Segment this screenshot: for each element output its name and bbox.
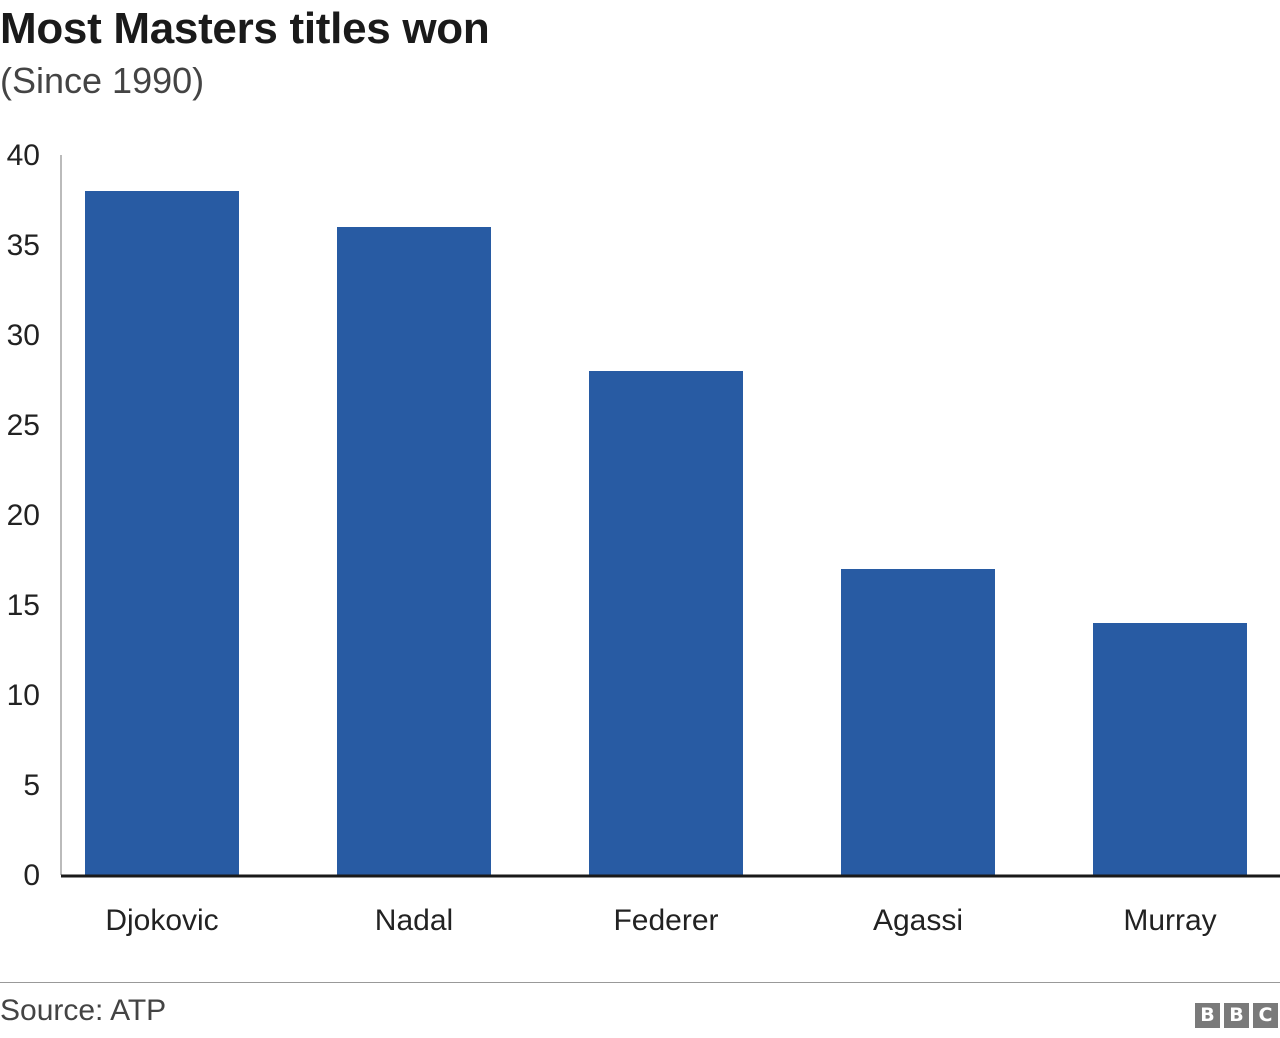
bar-djokovic — [85, 191, 239, 875]
y-tick-label: 20 — [7, 499, 40, 532]
bar-agassi — [841, 569, 995, 875]
y-tick-label: 0 — [23, 859, 40, 892]
bar-chart: 0 5 10 15 20 25 30 35 40 Djokovic Nadal Federer Aga… — [7, 139, 1280, 937]
bbc-logo-letter: B — [1224, 1003, 1249, 1028]
x-tick-label: Federer — [613, 904, 718, 937]
bbc-logo: B B C — [1195, 1003, 1278, 1028]
bars-group — [85, 191, 1247, 875]
bbc-logo-letter: B — [1195, 1003, 1220, 1028]
y-tick-label: 30 — [7, 319, 40, 352]
y-tick-label: 25 — [7, 409, 40, 442]
y-tick-label: 10 — [7, 679, 40, 712]
chart-title: Most Masters titles won — [0, 4, 490, 53]
x-tick-label: Murray — [1123, 904, 1216, 937]
bbc-logo-letter: C — [1253, 1003, 1278, 1028]
x-tick-label: Agassi — [873, 904, 963, 937]
bar-murray — [1093, 623, 1247, 875]
y-tick-label: 35 — [7, 229, 40, 262]
chart-subtitle: (Since 1990) — [0, 60, 205, 101]
source-note: Source: ATP — [0, 994, 167, 1027]
x-tick-label: Nadal — [375, 904, 453, 937]
x-tick-label: Djokovic — [105, 904, 218, 937]
y-axis-ticks: 0 5 10 15 20 25 30 35 40 — [7, 139, 40, 892]
x-axis-labels: Djokovic Nadal Federer Agassi Murray — [105, 904, 1216, 937]
y-tick-label: 5 — [23, 769, 40, 802]
bar-nadal — [337, 227, 491, 875]
footer-divider — [0, 982, 1280, 983]
bar-federer — [589, 371, 743, 875]
y-tick-label: 40 — [7, 139, 40, 172]
y-tick-label: 15 — [7, 589, 40, 622]
